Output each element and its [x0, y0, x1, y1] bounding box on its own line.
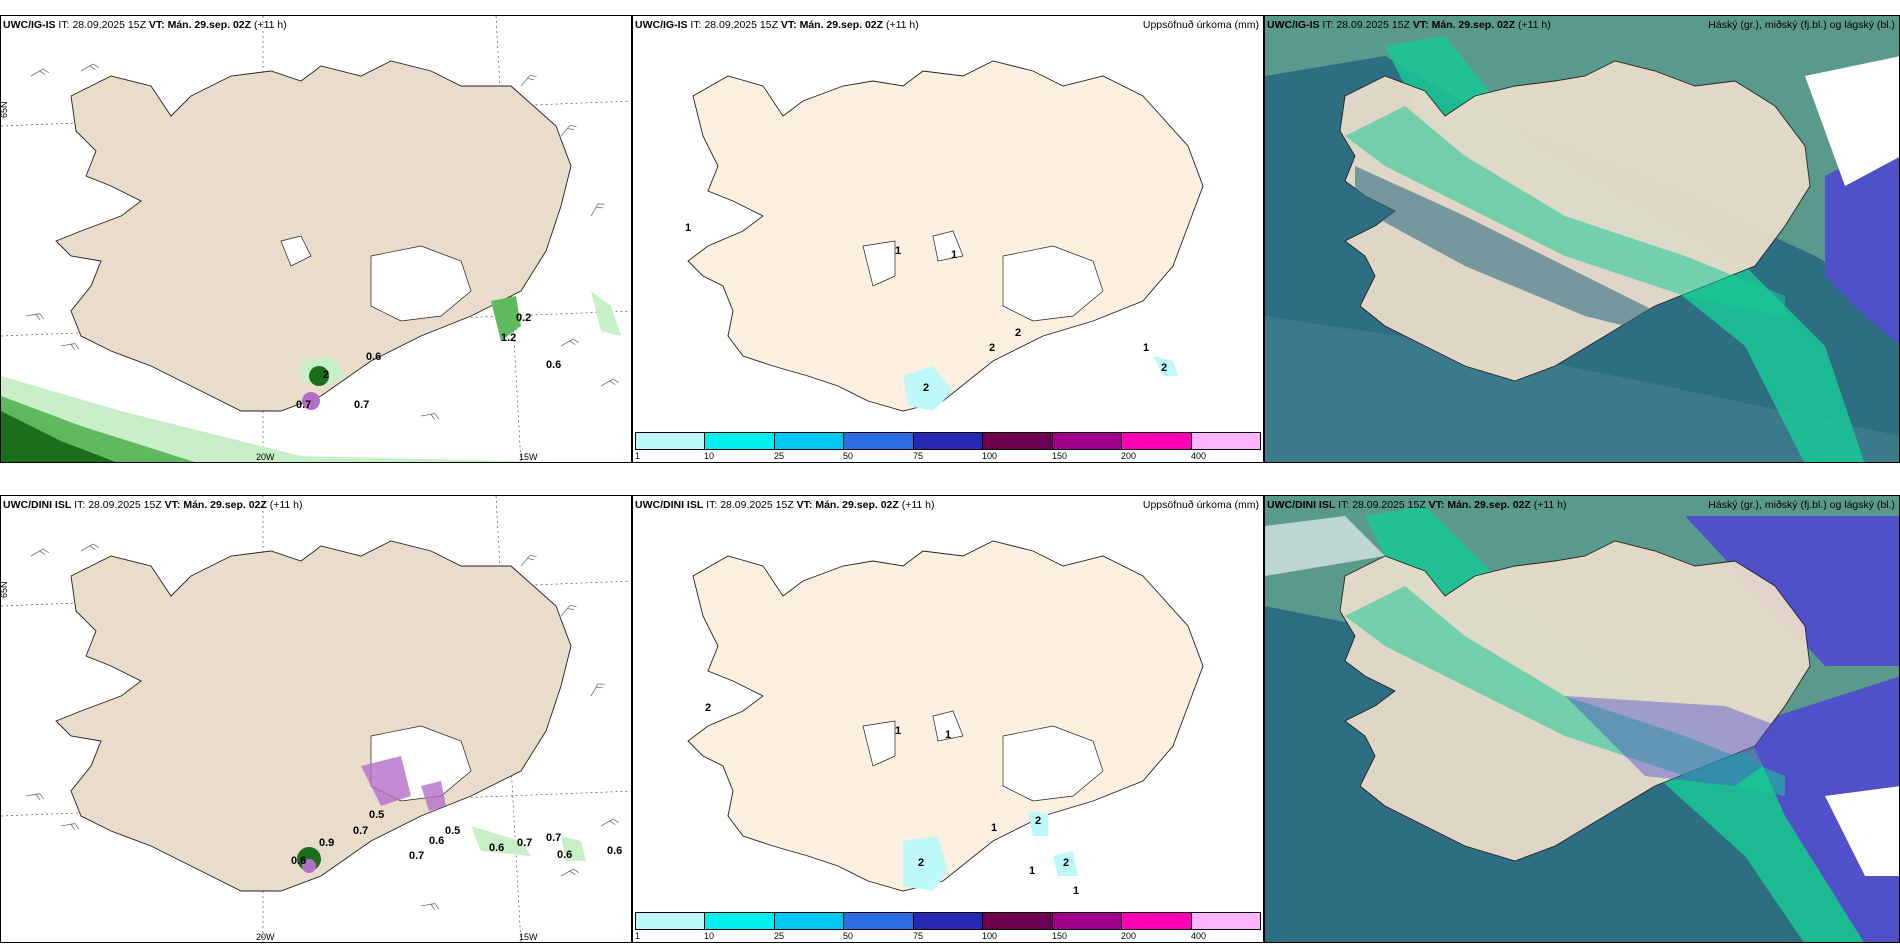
- precip-values: 1 1 2 1 2 1 1 2 2: [705, 702, 1079, 897]
- value-label: 0.6: [429, 835, 444, 847]
- value-label: 1: [951, 249, 957, 261]
- wind-map-panel-igis: UWC/IG-IS IT: 28.09.2025 15Z VT: Mán. 29…: [0, 15, 632, 463]
- value-label: 0.7: [546, 832, 561, 844]
- precip-values: 0.7 2 0.6 0.7 1.2 0.2 0.6: [296, 312, 561, 411]
- value-label: 2: [1015, 327, 1021, 339]
- value-label: 2: [1063, 857, 1069, 869]
- value-label: 2: [705, 702, 711, 714]
- cloud-map-panel-igis: UWC/IG-IS IT: 28.09.2025 15Z VT: Mán. 29…: [1264, 15, 1900, 463]
- svg-text:20W: 20W: [256, 932, 275, 942]
- svg-text:15W: 15W: [519, 932, 538, 942]
- svg-text:65N: 65N: [1, 581, 9, 598]
- wind-map: 0.9 0.7 0.5 0.7 0.6 0.5 0.7 0.6 0.7 0.6 …: [1, 496, 631, 942]
- precip-map-panel-igis: UWC/IG-IS IT: 28.09.2025 15Z VT: Mán. 29…: [632, 15, 1264, 463]
- value-label: 1: [895, 725, 901, 737]
- precip-values: 0.9 0.7 0.5 0.7 0.6 0.5 0.7 0.6 0.7 0.6 …: [291, 809, 622, 867]
- value-label: 0.5: [369, 809, 384, 821]
- value-label: 1: [1143, 342, 1149, 354]
- value-label: 2: [918, 857, 924, 869]
- value-label: 2: [923, 382, 929, 394]
- precip-colorbar: [635, 912, 1261, 930]
- wind-map: 0.7 2 0.6 0.7 1.2 0.2 0.6 65N 20W 15W: [1, 16, 631, 462]
- value-label: 0.7: [517, 837, 532, 849]
- panel-header: UWC/DINI ISL IT: 28.09.2025 15Z VT: Mán.…: [635, 499, 935, 511]
- precip-map-panel-dini: UWC/DINI ISL IT: 28.09.2025 15Z VT: Mán.…: [632, 495, 1264, 943]
- value-label: 1.2: [501, 332, 516, 344]
- precip-map: 1 1 2 1 2 1 1 2 2: [687, 540, 1204, 897]
- panel-header: UWC/IG-IS IT: 28.09.2025 15Z VT: Mán. 29…: [3, 19, 287, 31]
- value-label: 0.7: [353, 825, 368, 837]
- wind-map-panel-dini: UWC/DINI ISL IT: 28.09.2025 15Z VT: Mán.…: [0, 495, 632, 943]
- value-label: 1: [991, 822, 997, 834]
- value-label: 2: [1161, 362, 1167, 374]
- value-label: 0.9: [319, 837, 334, 849]
- value-label: 1: [1029, 865, 1035, 877]
- panel-header: UWC/IG-IS IT: 28.09.2025 15Z VT: Mán. 29…: [635, 19, 919, 31]
- panel-title: Uppsöfnuð úrkoma (mm): [1142, 19, 1259, 31]
- panel-title: Háský (gr.), miðský (fj.bl.) og lágský (…: [1708, 499, 1895, 511]
- colorbar-ticks: 1 10 25 50 75 100 150 200 400: [635, 451, 1207, 461]
- svg-text:15W: 15W: [519, 452, 538, 462]
- value-label: 1: [945, 729, 951, 741]
- panel-title: Uppsöfnuð úrkoma (mm): [1142, 499, 1259, 511]
- value-label: 0.6: [546, 359, 561, 371]
- panel-header: UWC/DINI ISL IT: 28.09.2025 15Z VT: Mán.…: [1267, 499, 1567, 511]
- value-label: 0.6: [489, 842, 504, 854]
- cloud-map: [1265, 16, 1899, 462]
- value-label: 0.2: [516, 312, 531, 324]
- svg-text:20W: 20W: [256, 452, 275, 462]
- value-label: 1: [1073, 885, 1079, 897]
- panel-header: UWC/DINI ISL IT: 28.09.2025 15Z VT: Mán.…: [3, 499, 303, 511]
- value-label: 0.6: [557, 849, 572, 861]
- value-label: 1: [685, 222, 691, 234]
- value-label: 0.7: [354, 399, 369, 411]
- colorbar-ticks: 1 10 25 50 75 100 150 200 400: [635, 931, 1207, 941]
- cloud-map-panel-dini: UWC/DINI ISL IT: 28.09.2025 15Z VT: Mán.…: [1264, 495, 1900, 943]
- panel-title: Háský (gr.), miðský (fj.bl.) og lágský (…: [1708, 19, 1895, 31]
- value-label: 0.5: [445, 825, 460, 837]
- cloud-map: [1265, 496, 1899, 942]
- value-label: 0.7: [409, 850, 424, 862]
- value-label: 0.7: [296, 399, 311, 411]
- value-label: 1: [895, 245, 901, 257]
- svg-text:65N: 65N: [1, 101, 9, 118]
- value-label: 2: [323, 369, 329, 381]
- panel-header: UWC/IG-IS IT: 28.09.2025 15Z VT: Mán. 29…: [1267, 19, 1551, 31]
- value-label: 2: [1035, 815, 1041, 827]
- precip-map: 1 1 2 2 2 1 2 1: [685, 60, 1204, 412]
- value-label: 2: [989, 342, 995, 354]
- precip-colorbar: [635, 432, 1261, 450]
- iceland-land: [55, 60, 572, 412]
- precip-values: 1 1 2 2 2 1 2 1: [685, 222, 1167, 394]
- value-label: 0.6: [607, 845, 622, 857]
- value-label: 0.6: [291, 855, 306, 867]
- value-label: 0.6: [366, 351, 381, 363]
